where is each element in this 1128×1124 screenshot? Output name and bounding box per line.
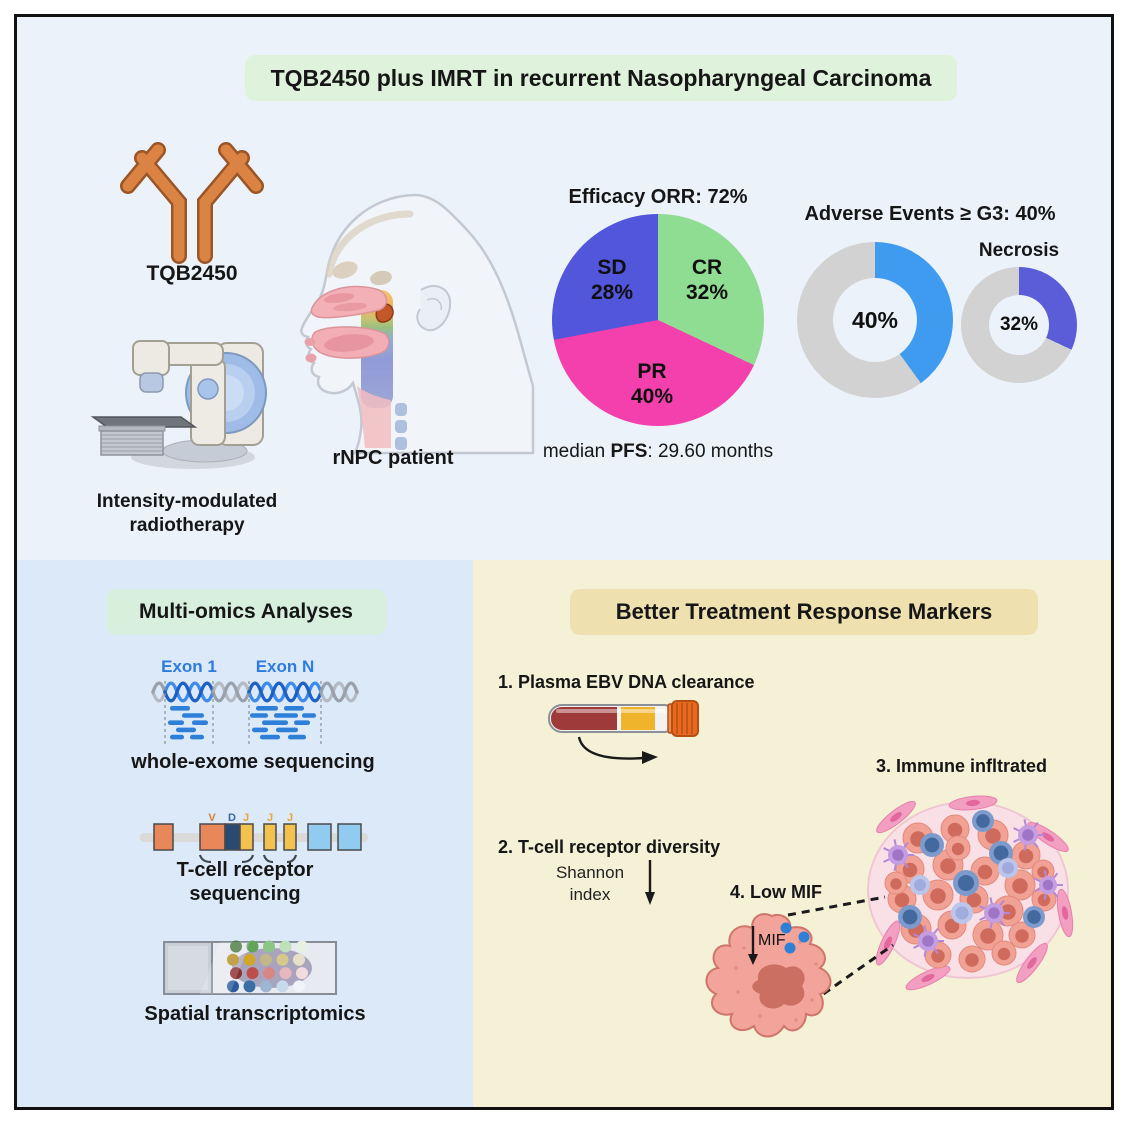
tumor-icon	[867, 795, 1074, 991]
imrt-label-line2: radiotherapy	[129, 515, 245, 536]
shannon-index-label: Shannon index	[555, 863, 625, 904]
macrophage-icon: MIF	[705, 913, 832, 1038]
down-arrow-icon	[645, 860, 655, 905]
blood-tube-icon	[548, 700, 699, 764]
slide-icon	[163, 940, 337, 995]
wes-caption: whole-exome sequencing	[131, 751, 375, 773]
spot-array	[227, 940, 308, 993]
linac-icon	[90, 340, 267, 469]
curved-arrow-icon	[577, 736, 658, 764]
segment-letter-v: V	[208, 812, 216, 824]
spatial-caption: Spatial transcriptomics	[144, 1003, 366, 1025]
mif-down-arrow-icon	[748, 926, 758, 965]
necrosis-donut: 32%	[961, 267, 1077, 383]
donut-center-label: 32%	[999, 314, 1039, 335]
helix-strands	[151, 681, 359, 744]
tcr-caption: T-cell receptor sequencing	[176, 859, 314, 905]
ear-outline	[416, 285, 452, 332]
median-pfs-note: median PFS: 29.60 months	[542, 441, 774, 462]
marker-item-3: 3. Immune infltrated	[876, 756, 1048, 776]
antibody-icon	[120, 142, 264, 264]
necrosis-title: Necrosis	[978, 240, 1060, 261]
tumor-cells	[875, 795, 1074, 991]
gene-segments-icon: V D J J J	[140, 812, 368, 864]
head-silhouette	[300, 193, 535, 455]
pie-slice-label: SD 28%	[590, 256, 634, 304]
head-anatomy-icon	[300, 193, 535, 455]
antibody-label: TQB2450	[146, 262, 238, 285]
patient-label: rNPC patient	[332, 447, 454, 469]
marker-item-2: 2. T-cell receptor diversity	[498, 837, 721, 857]
dna-helix-icon: Exon 1 Exon N	[151, 657, 359, 744]
mif-dots	[780, 922, 810, 954]
efficacy-pie-chart: CR 32% PR 40% SD 28%	[552, 214, 764, 426]
imrt-label-line1: Intensity-modulated	[96, 491, 278, 512]
multi-omics-banner: Multi-omics Analyses	[106, 589, 386, 635]
title-banner: TQB2450 plus IMRT in recurrent Nasophary…	[245, 55, 957, 101]
marker-item-1: 1. Plasma EBV DNA clearance	[498, 672, 755, 692]
donut-center-label: 40%	[851, 306, 899, 333]
segment-letter-j2: J	[267, 812, 273, 824]
adverse-events-donut: 40%	[797, 242, 953, 398]
imrt-label: Intensity-modulated radiotherapy	[87, 490, 287, 538]
exon1-label: Exon 1	[161, 657, 217, 676]
figure-title: TQB2450 plus IMRT in recurrent Nasophary…	[270, 64, 932, 91]
markers-banner: Better Treatment Response Markers	[570, 589, 1038, 635]
exonN-label: Exon N	[256, 657, 315, 676]
efficacy-pie-title: Efficacy ORR: 72%	[568, 186, 748, 208]
pie-slice-label: PR 40%	[630, 360, 674, 408]
segment-letter-j1: J	[243, 812, 249, 824]
mif-label: MIF	[758, 932, 786, 949]
segment-letter-j3: J	[287, 812, 293, 824]
pie-slice-label: CR 32%	[685, 256, 729, 304]
segment-letter-d: D	[228, 812, 236, 824]
adverse-events-title: Adverse Events ≥ G3: 40%	[804, 203, 1056, 225]
marker-item-4: 4. Low MIF	[730, 882, 822, 902]
